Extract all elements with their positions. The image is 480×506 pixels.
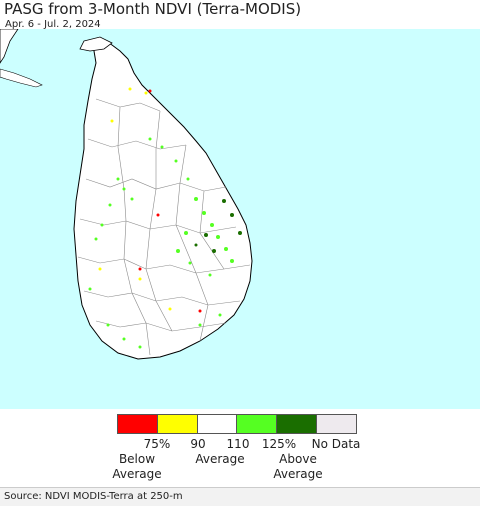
legend-swatch-above-125 xyxy=(277,415,318,433)
jaffna-peninsula xyxy=(79,36,113,52)
legend-tick-110: 110 xyxy=(226,437,250,451)
ndvi-speckles xyxy=(88,87,242,349)
legend-swatch-90-110 xyxy=(197,415,238,433)
legend-swatch-110-125 xyxy=(237,415,278,433)
legend-color-bar xyxy=(117,414,357,434)
legend-tick-125: 125% xyxy=(261,437,297,451)
sri-lanka-landmass xyxy=(73,38,253,360)
date-range: Apr. 6 - Jul. 2, 2024 xyxy=(5,19,101,30)
legend-swatch-75-90 xyxy=(157,415,198,433)
legend-swatch-below-75 xyxy=(118,415,158,433)
district-boundaries xyxy=(77,98,251,356)
source-note: Source: NDVI MODIS-Terra at 250-m xyxy=(4,491,183,502)
legend-category-above-average: Above Average xyxy=(273,452,323,481)
legend-tick-90: 90 xyxy=(190,437,206,451)
india-coast xyxy=(0,68,43,88)
map-canvas xyxy=(0,29,480,409)
legend-tick-75: 75% xyxy=(143,437,171,451)
legend-swatch-no-data xyxy=(317,415,356,433)
legend-category-average: Average xyxy=(195,452,245,466)
india-coast xyxy=(0,29,19,64)
legend-tick-no-data: No Data xyxy=(311,437,361,451)
map-title: PASG from 3-Month NDVI (Terra-MODIS) xyxy=(4,0,302,18)
footer-bar: Source: NDVI MODIS-Terra at 250-m xyxy=(0,487,480,506)
legend-category-below-average: Below Average xyxy=(112,452,162,481)
